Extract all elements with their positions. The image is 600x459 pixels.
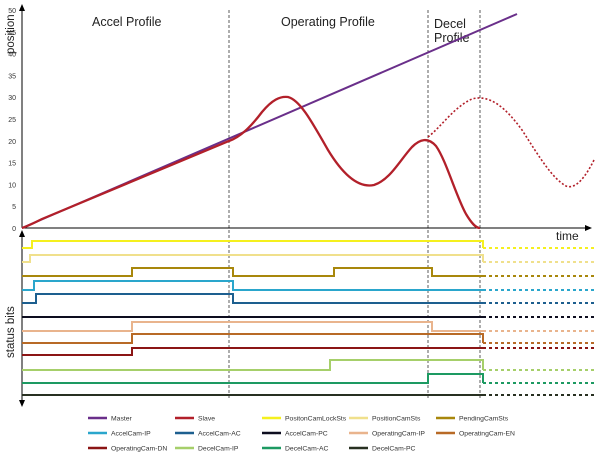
slave-curve xyxy=(21,95,481,230)
y-tick-label: 40 xyxy=(8,52,16,59)
legend-label: PendingCamSts xyxy=(459,416,509,423)
legend-label: AccelCam-AC xyxy=(198,431,241,438)
status-axis-arrow-top xyxy=(19,230,25,237)
signal-trace-decelcam-ac xyxy=(22,373,484,384)
legend-label: Master xyxy=(111,416,133,423)
y-tick-label: 20 xyxy=(8,139,16,146)
y-tick-labels: 0 5 10 15 20 25 30 35 40 45 50 xyxy=(8,8,16,233)
signal-trace-accelcam-ac xyxy=(22,293,483,304)
y-tick-label: 5 xyxy=(12,204,16,211)
legend-label: OperatingCam-DN xyxy=(111,446,167,453)
legend-label: PositionCamSts xyxy=(372,416,421,423)
phase-decel-label-line1: Decel xyxy=(434,17,466,31)
phase-operating-label: Operating Profile xyxy=(281,15,375,29)
position-axis-label: position xyxy=(5,14,17,54)
legend-label: AccelCam-IP xyxy=(111,431,151,438)
y-tick-label: 45 xyxy=(8,30,16,37)
time-axis-label: time xyxy=(556,229,579,243)
y-tick-label: 35 xyxy=(8,73,16,80)
y-tick-label: 0 xyxy=(12,226,16,233)
legend-label: OperatingCam-EN xyxy=(459,431,515,438)
y-tick-label: 10 xyxy=(8,182,16,189)
legend-label: DecelCam-AC xyxy=(285,446,329,453)
signal-trace-positoncamlocksts xyxy=(22,240,484,249)
legend-label: PositonCamLockSts xyxy=(285,416,347,423)
y-tick-label: 15 xyxy=(8,161,16,168)
time-axis-arrow xyxy=(585,225,592,231)
signal-trace-accelcam-ip xyxy=(22,280,483,291)
signal-trace-decelcam-ip xyxy=(22,359,484,371)
signal-trace-positioncamsts xyxy=(22,254,484,263)
y-tick-label: 25 xyxy=(8,117,16,124)
status-traces xyxy=(22,240,595,396)
position-axis-arrow xyxy=(19,4,25,11)
status-axis-label: status bits xyxy=(5,306,17,358)
legend-label: AccelCam-PC xyxy=(285,431,328,438)
signal-trace-operatingcam-ip xyxy=(22,321,483,332)
status-axis-arrow-bottom xyxy=(19,400,25,407)
legend-label: DecelCam-IP xyxy=(198,446,239,453)
signal-trace-operatingcam-en xyxy=(22,333,484,344)
signal-trace-operatingcam-dn xyxy=(22,347,483,356)
slave-projection-curve xyxy=(427,97,595,188)
phase-accel-label: Accel Profile xyxy=(92,15,162,29)
legend: Master Slave PositonCamLockSts PositionCamS… xyxy=(88,416,515,453)
y-tick-label: 30 xyxy=(8,95,16,102)
legend-label: Slave xyxy=(198,416,215,423)
legend-label: OperatingCam-IP xyxy=(372,431,425,438)
signal-trace-pendingcamsts xyxy=(22,267,483,277)
phase-decel-label-line2: Profile xyxy=(434,31,469,45)
y-tick-label: 50 xyxy=(8,8,16,15)
legend-label: DecelCam-PC xyxy=(372,446,416,453)
